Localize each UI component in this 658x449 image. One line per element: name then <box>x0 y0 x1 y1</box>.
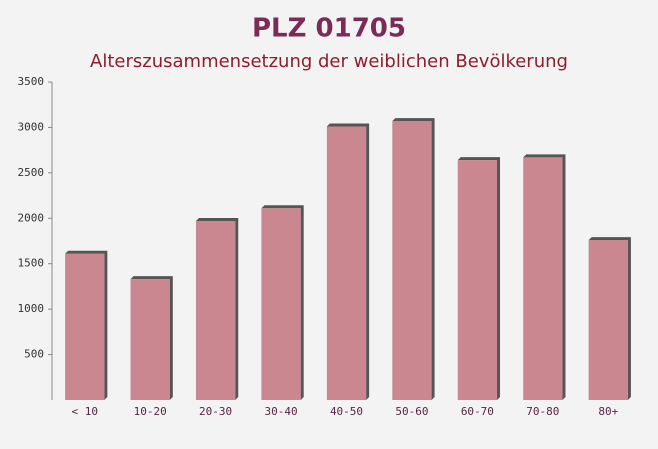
x-tick-label: 20-30 <box>199 405 232 418</box>
bar <box>392 121 432 400</box>
x-tick-label: 80+ <box>598 405 618 418</box>
x-tick-label: 30-40 <box>264 405 297 418</box>
y-tick-label: 3500 <box>18 75 45 88</box>
bar <box>65 253 105 400</box>
x-tick-label: 40-50 <box>330 405 363 418</box>
x-tick-label: 10-20 <box>134 405 167 418</box>
y-tick-label: 1500 <box>18 257 45 270</box>
bar <box>457 160 498 400</box>
x-tick-label: 60-70 <box>461 405 494 418</box>
bar <box>261 208 301 400</box>
bar <box>588 240 628 400</box>
y-tick-label: 500 <box>24 348 44 361</box>
x-tick-label: 50-60 <box>395 405 428 418</box>
chart-subtitle: Alterszusammensetzung der weiblichen Bev… <box>90 51 568 72</box>
bar <box>523 157 563 400</box>
x-tick-label: 70-80 <box>526 405 559 418</box>
bar <box>326 126 367 401</box>
y-tick-label: 2500 <box>18 166 45 179</box>
y-tick-label: 1000 <box>18 302 45 315</box>
y-tick-label: 2000 <box>18 211 45 224</box>
y-tick-label: 3000 <box>18 120 45 133</box>
bar <box>195 221 236 400</box>
chart-title: PLZ 01705 <box>252 14 406 44</box>
bar <box>130 279 170 400</box>
x-tick-label: < 10 <box>71 405 98 418</box>
